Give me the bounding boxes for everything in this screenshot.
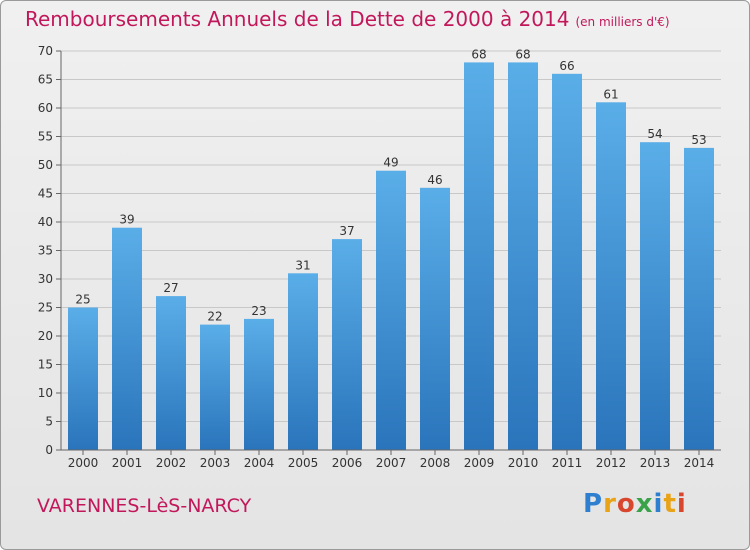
chart-title-unit: (en milliers d'€)	[575, 15, 670, 29]
y-tick-label: 30	[38, 272, 53, 286]
axes: 0 5 10 15 20 25 30 35 40 45 50 55 60 65 70 2000 2001 2002…	[38, 44, 721, 470]
bar-2010	[508, 62, 538, 451]
bar-2007	[376, 170, 406, 450]
data-label: 49	[383, 156, 398, 170]
logo-letter: i	[676, 489, 687, 519]
data-label: 27	[163, 281, 178, 295]
y-tick-label: 60	[38, 101, 53, 115]
bar-2009	[464, 62, 494, 451]
data-label: 61	[603, 87, 618, 101]
x-tick-label: 2008	[420, 456, 451, 470]
x-tick-label: 2000	[68, 456, 99, 470]
y-tick-label: 55	[38, 130, 53, 144]
y-tick-label: 15	[38, 358, 53, 372]
bar-2003	[200, 324, 230, 450]
y-tick-label: 45	[38, 187, 53, 201]
y-tick-label: 5	[45, 415, 53, 429]
data-label: 68	[471, 47, 486, 61]
y-tick-label: 10	[38, 386, 53, 400]
bar-2011	[552, 73, 582, 451]
bar-2005	[288, 273, 318, 450]
bar-2008	[420, 187, 450, 451]
data-label: 46	[427, 173, 442, 187]
bar-2006	[332, 239, 362, 450]
logo-letter: i	[653, 489, 664, 519]
data-label: 23	[251, 304, 266, 318]
y-tick-label: 20	[38, 329, 53, 343]
bar-2002	[156, 296, 186, 450]
bar-2013	[640, 142, 670, 450]
data-label: 25	[75, 293, 90, 307]
y-tick-label: 50	[38, 158, 53, 172]
x-tick-label: 2007	[376, 456, 407, 470]
bar-2014	[684, 147, 714, 450]
x-tick-label: 2014	[684, 456, 715, 470]
y-tick-label: 25	[38, 301, 53, 315]
y-tick-label: 40	[38, 215, 53, 229]
data-label: 68	[515, 47, 530, 61]
x-tick-label: 2005	[288, 456, 319, 470]
chart-title-main: Remboursements Annuels de la Dette de 20…	[25, 7, 570, 31]
commune-name: VARENNES-LèS-NARCY	[37, 495, 252, 517]
bar-2000	[68, 307, 98, 450]
data-label: 54	[647, 127, 662, 141]
logo-letter: r	[603, 489, 617, 519]
logo-letter: t	[663, 489, 677, 519]
x-tick-label: 2001	[112, 456, 143, 470]
y-tick-label: 70	[38, 44, 53, 58]
logo-letter: x	[635, 489, 654, 519]
proxiti-logo: Proxiti	[583, 489, 687, 519]
x-tick-label: 2013	[640, 456, 671, 470]
x-tick-label: 2003	[200, 456, 231, 470]
data-label: 39	[119, 213, 134, 227]
x-tick-label: 2011	[552, 456, 583, 470]
bars: 25 39 27 22 23 31 37 49 46 68 68 66 61 54 53	[68, 47, 714, 451]
x-tick-label: 2010	[508, 456, 539, 470]
x-tick-label: 2009	[464, 456, 495, 470]
x-tick-label: 2004	[244, 456, 275, 470]
bar-2001	[112, 227, 142, 450]
y-tick-label: 0	[45, 443, 53, 457]
data-label: 53	[691, 133, 706, 147]
y-tick-label: 65	[38, 73, 53, 87]
data-label: 31	[295, 258, 310, 272]
logo-letter: P	[583, 489, 604, 519]
x-tick-label: 2006	[332, 456, 363, 470]
bar-2012	[596, 102, 626, 451]
chart-title: Remboursements Annuels de la Dette de 20…	[25, 7, 670, 31]
bar-2004	[244, 318, 274, 450]
x-tick-label: 2002	[156, 456, 187, 470]
data-label: 22	[207, 310, 222, 324]
data-label: 66	[559, 59, 574, 73]
logo-letter: o	[616, 489, 636, 519]
data-label: 37	[339, 224, 354, 238]
x-tick-label: 2012	[596, 456, 627, 470]
y-tick-label: 35	[38, 244, 53, 258]
